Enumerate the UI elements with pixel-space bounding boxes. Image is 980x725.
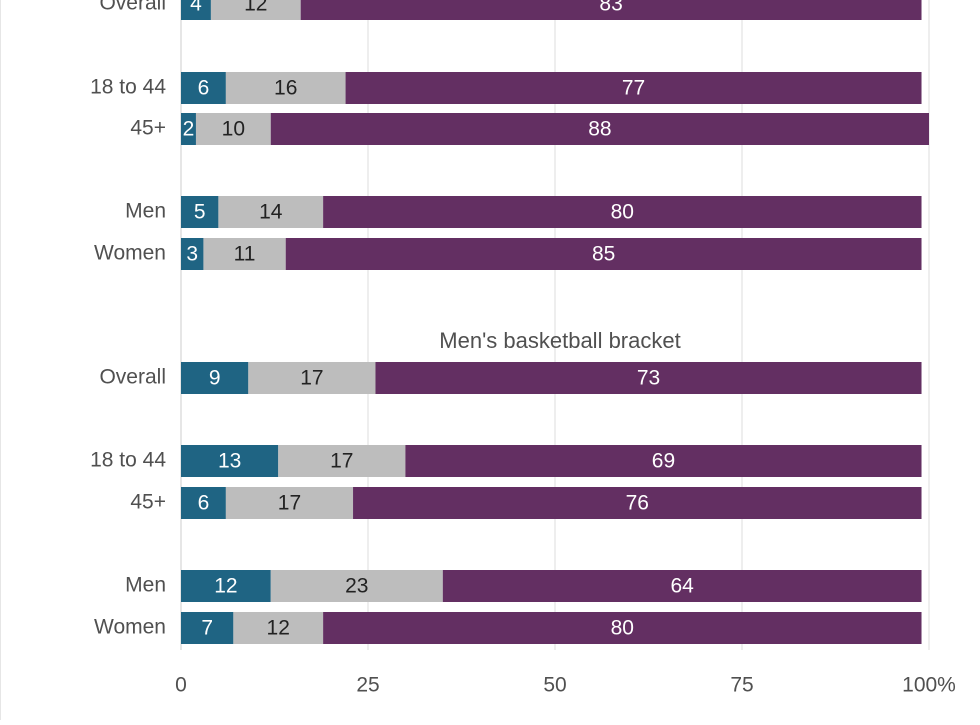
data-label: 88 <box>588 118 611 141</box>
category-label: Men <box>125 574 166 597</box>
data-label: 80 <box>611 617 634 640</box>
data-label: 6 <box>198 492 210 515</box>
bar-segment <box>225 487 354 519</box>
bar-segment <box>181 612 234 644</box>
bar-segment <box>353 487 922 519</box>
bar-segment <box>278 445 406 477</box>
data-label: 2 <box>183 118 195 141</box>
bar-segment <box>442 570 922 602</box>
data-label: 69 <box>652 450 675 473</box>
bars <box>181 0 929 644</box>
bar-segment <box>181 487 226 519</box>
category-label: Women <box>94 616 166 639</box>
bar-segment <box>323 196 922 228</box>
bar-segment <box>225 72 346 104</box>
bar-segment <box>323 612 922 644</box>
bar-segment <box>181 445 279 477</box>
bar-segment <box>270 570 443 602</box>
data-label: 12 <box>244 0 267 16</box>
bar-segment <box>181 72 226 104</box>
data-label: 73 <box>637 367 660 390</box>
data-label: 10 <box>222 118 245 141</box>
data-label: 23 <box>345 575 368 598</box>
bar-segment <box>195 113 271 145</box>
bar-segment <box>375 362 922 394</box>
category-label: Men <box>125 200 166 223</box>
data-label: 12 <box>214 575 237 598</box>
bar-segment <box>181 238 204 270</box>
x-tick-label: 75 <box>730 674 753 697</box>
bar-segment <box>233 612 324 644</box>
bar-segment <box>270 113 929 145</box>
data-label: 64 <box>670 575 694 598</box>
category-label: Overall <box>99 366 166 389</box>
bar-segment <box>218 196 324 228</box>
data-label: 85 <box>592 243 615 266</box>
bar-segment <box>181 362 249 394</box>
category-label: Overall <box>99 0 166 15</box>
bar-segment <box>248 362 376 394</box>
x-tick-label: 100% <box>902 674 956 697</box>
data-label: 17 <box>330 450 353 473</box>
data-label: 17 <box>300 367 323 390</box>
bar-segment <box>181 196 219 228</box>
bar-segment <box>181 570 271 602</box>
data-label: 11 <box>234 243 256 266</box>
data-label: 14 <box>259 201 283 224</box>
category-label: 45+ <box>130 117 166 140</box>
data-label: 4 <box>190 0 202 16</box>
panel-title: Men's basketball bracket <box>439 328 680 353</box>
x-tick-label: 50 <box>543 674 566 697</box>
data-label: 80 <box>611 201 634 224</box>
data-label: 17 <box>278 492 301 515</box>
x-tick-label: 0 <box>175 674 187 697</box>
data-label: 83 <box>599 0 622 16</box>
x-axis: 0 25 50 75 100% <box>175 674 956 697</box>
data-label: 5 <box>194 201 206 224</box>
category-label: 45+ <box>130 491 166 514</box>
bar-segment <box>181 113 196 145</box>
x-tick-label: 25 <box>356 674 379 697</box>
category-label: Women <box>94 242 166 265</box>
data-label: 16 <box>274 77 297 100</box>
data-label: 9 <box>209 367 221 390</box>
data-label: 76 <box>626 492 649 515</box>
data-label: 6 <box>198 77 210 100</box>
data-label: 77 <box>622 77 645 100</box>
category-label: 18 to 44 <box>90 449 166 472</box>
bar-segment <box>300 0 922 20</box>
bar-segment <box>210 0 301 20</box>
data-label: 3 <box>186 243 198 266</box>
data-label: 13 <box>218 450 241 473</box>
bar-segment <box>345 72 922 104</box>
bar-segment <box>405 445 922 477</box>
category-label: 18 to 44 <box>90 76 166 99</box>
grid-lines <box>180 0 930 650</box>
data-label: 7 <box>201 617 213 640</box>
bar-segment <box>181 0 211 20</box>
labels: Overall 4 12 83 18 to 44 6 16 77 45+ 2 10 88 Men 5 14 8… <box>90 0 694 640</box>
bar-segment <box>285 238 922 270</box>
data-label: 12 <box>267 617 290 640</box>
bar-segment <box>203 238 286 270</box>
